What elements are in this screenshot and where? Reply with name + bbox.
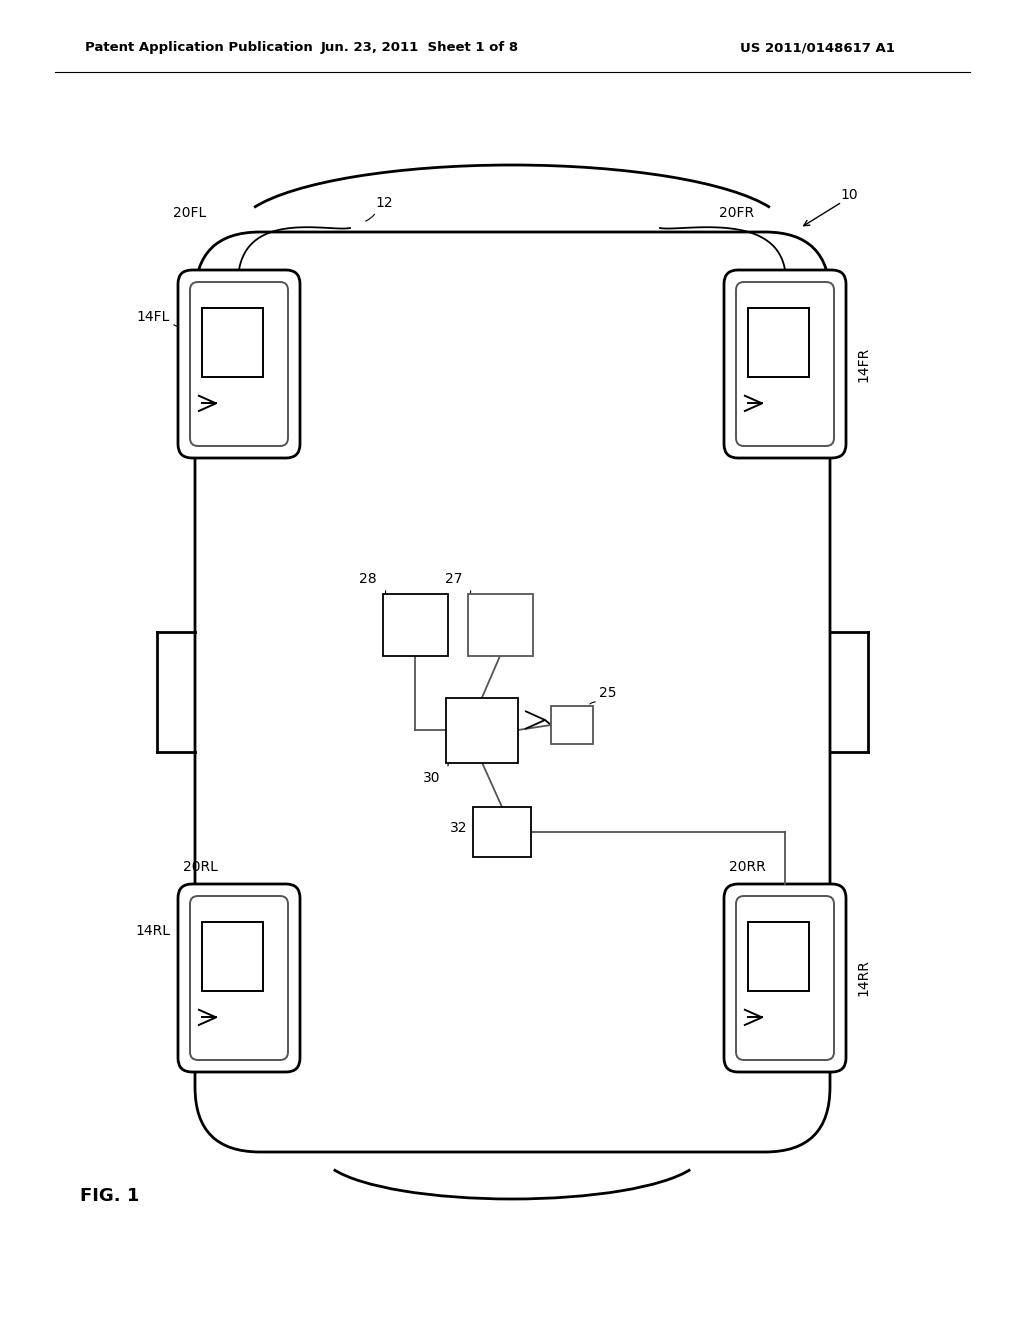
Text: 30: 30 xyxy=(423,771,440,784)
Text: FIG. 1: FIG. 1 xyxy=(80,1187,139,1205)
Text: 32: 32 xyxy=(450,821,467,836)
FancyBboxPatch shape xyxy=(748,309,809,378)
Text: 27: 27 xyxy=(444,572,462,586)
FancyBboxPatch shape xyxy=(446,697,518,763)
FancyBboxPatch shape xyxy=(178,271,300,458)
Text: 14RL: 14RL xyxy=(135,924,170,939)
Text: 10: 10 xyxy=(840,187,858,202)
Text: 20RL: 20RL xyxy=(183,861,218,874)
FancyBboxPatch shape xyxy=(473,807,531,857)
Text: Jun. 23, 2011  Sheet 1 of 8: Jun. 23, 2011 Sheet 1 of 8 xyxy=(321,41,519,54)
FancyBboxPatch shape xyxy=(736,282,834,446)
Text: US 2011/0148617 A1: US 2011/0148617 A1 xyxy=(740,41,895,54)
FancyBboxPatch shape xyxy=(748,923,809,991)
FancyBboxPatch shape xyxy=(190,896,288,1060)
Text: 20FR: 20FR xyxy=(719,206,754,220)
Text: 14FR: 14FR xyxy=(856,346,870,381)
FancyBboxPatch shape xyxy=(724,271,846,458)
Text: 12: 12 xyxy=(375,195,392,210)
FancyBboxPatch shape xyxy=(202,923,262,991)
Text: 25: 25 xyxy=(599,686,616,700)
Text: 20RR: 20RR xyxy=(729,861,766,874)
FancyBboxPatch shape xyxy=(724,884,846,1072)
FancyBboxPatch shape xyxy=(736,896,834,1060)
FancyBboxPatch shape xyxy=(190,282,288,446)
Text: 14FL: 14FL xyxy=(136,310,170,323)
Text: 20FL: 20FL xyxy=(173,206,206,220)
FancyBboxPatch shape xyxy=(383,594,447,656)
Text: Patent Application Publication: Patent Application Publication xyxy=(85,41,312,54)
FancyBboxPatch shape xyxy=(195,232,830,1152)
Text: 28: 28 xyxy=(359,572,377,586)
FancyBboxPatch shape xyxy=(551,706,593,744)
FancyBboxPatch shape xyxy=(178,884,300,1072)
FancyBboxPatch shape xyxy=(468,594,532,656)
Text: 14RR: 14RR xyxy=(856,960,870,997)
FancyBboxPatch shape xyxy=(202,309,262,378)
